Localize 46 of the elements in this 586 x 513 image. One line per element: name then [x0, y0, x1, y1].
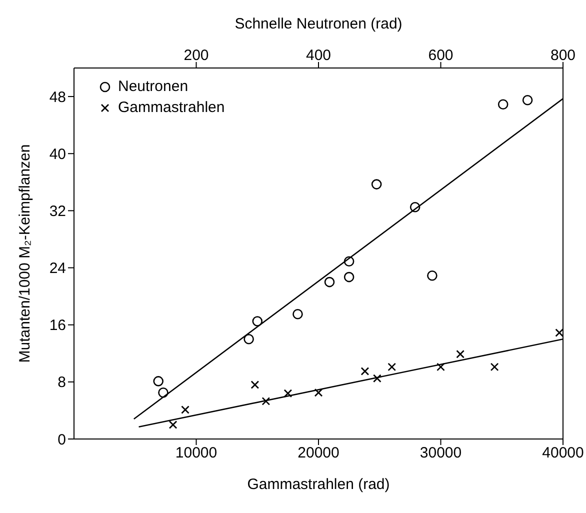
point — [324, 276, 335, 288]
y-tick-label: 16 — [49, 317, 66, 334]
point — [436, 362, 445, 372]
x-tick-label: 10000 — [175, 444, 218, 462]
point — [292, 308, 303, 320]
x2-tick-label: 800 — [550, 47, 576, 64]
point — [555, 328, 563, 337]
point — [252, 316, 263, 326]
x-tick-label: 30000 — [420, 444, 462, 462]
y-tick-label: 24 — [49, 260, 66, 278]
x-tick-label: 40000 — [542, 444, 584, 462]
point — [372, 374, 382, 383]
y-tick-label: 8 — [58, 374, 66, 392]
point — [522, 94, 533, 106]
point — [284, 389, 292, 398]
point — [498, 99, 508, 110]
point — [158, 387, 168, 398]
point — [371, 179, 382, 190]
legend-label: Gammastrahlen — [118, 99, 225, 116]
y-tick-label: 40 — [49, 146, 66, 163]
point — [244, 334, 254, 344]
point — [427, 270, 438, 281]
x-tick-label: 20000 — [298, 444, 340, 462]
point — [344, 272, 354, 282]
y-axis-title: Mutanten/1000 M₂-Keimpflanzen — [16, 144, 34, 363]
point — [456, 350, 465, 358]
x2-tick-label: 200 — [184, 47, 209, 64]
point — [388, 362, 396, 372]
point — [360, 367, 370, 376]
x2-tick-label: 600 — [428, 47, 454, 64]
legend-label: Neutronen — [118, 78, 188, 95]
x-axis-title: Gammastrahlen (rad) — [247, 476, 390, 493]
point — [168, 420, 178, 429]
x2-axis-title: Schnelle Neutronen (rad) — [234, 16, 402, 33]
point — [344, 256, 354, 266]
point — [490, 362, 499, 372]
point — [410, 202, 420, 212]
y-tick-label: 0 — [58, 431, 66, 448]
point — [153, 376, 164, 386]
point — [314, 388, 323, 397]
point — [250, 380, 260, 389]
point — [262, 396, 270, 406]
x2-tick-label: 400 — [306, 47, 332, 64]
y-tick-label: 48 — [49, 88, 66, 106]
y-tick-label: 32 — [49, 203, 66, 220]
point — [181, 406, 190, 414]
